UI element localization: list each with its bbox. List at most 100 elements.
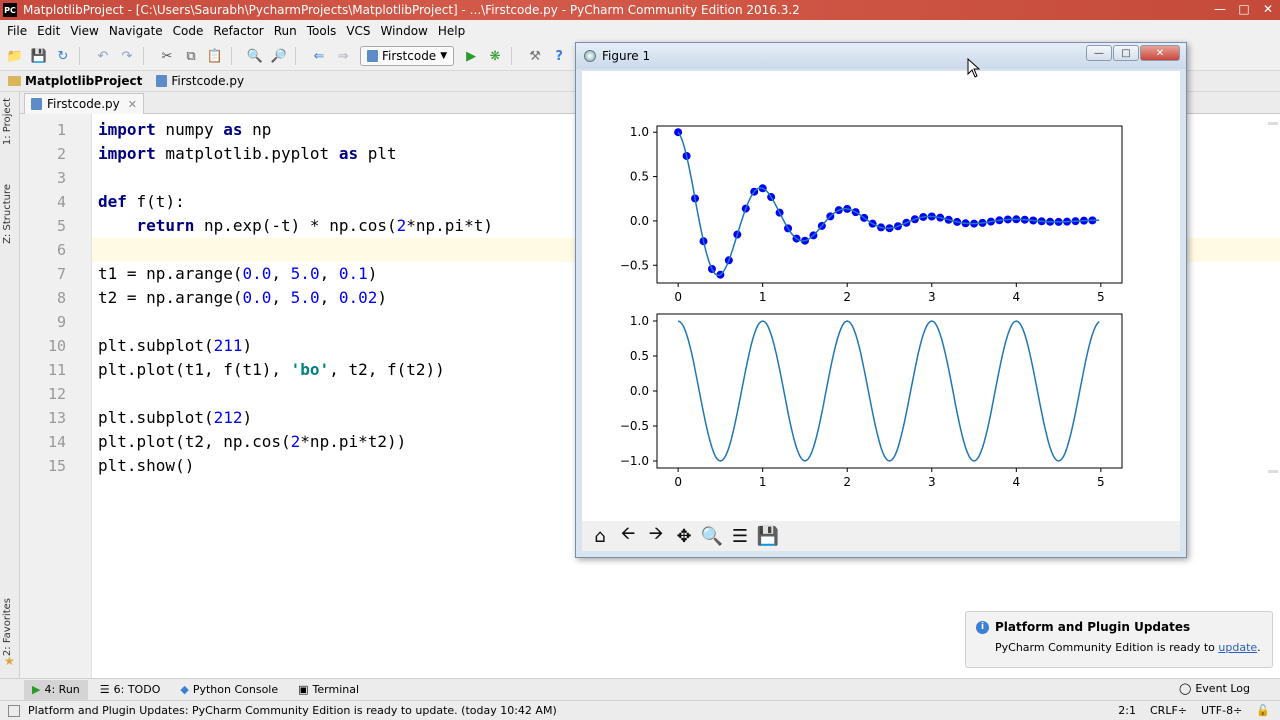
maximize-button[interactable]: □ (1238, 2, 1250, 16)
redo-icon[interactable]: ↷ (121, 48, 133, 64)
menu-run[interactable]: Run (273, 24, 297, 38)
menu-refactor[interactable]: Refactor (213, 24, 264, 38)
code-line[interactable]: import matplotlib.pyplot as plt (98, 144, 397, 163)
line-number: 14 (47, 433, 66, 451)
code-line[interactable]: t1 = np.arange(0.0, 5.0, 0.1) (98, 264, 378, 283)
tab-project[interactable]: 1: Project (2, 98, 13, 146)
x-tick-label: 4 (1012, 475, 1020, 489)
tab-event-log-label: Event Log (1195, 682, 1250, 695)
x-tick-label: 5 (1097, 475, 1105, 489)
menu-tools[interactable]: Tools (306, 24, 337, 38)
back-icon[interactable]: ⇐ (313, 48, 325, 64)
run-config-select[interactable]: Firstcode ▼ (360, 46, 455, 66)
editor-tab-firstcode[interactable]: Firstcode.py ✕ (24, 93, 144, 114)
x-tick-label: 4 (1012, 290, 1020, 304)
python-icon: ◆ (180, 683, 189, 696)
line-number: 6 (56, 241, 66, 259)
y-tick-label: −0.5 (620, 258, 649, 272)
settings-wrench-icon[interactable]: ⚒ (529, 48, 541, 64)
update-notification[interactable]: i Platform and Plugin Updates PyCharm Co… (965, 611, 1273, 668)
zoom-icon[interactable]: 🔍 (700, 525, 724, 547)
menu-window[interactable]: Window (380, 24, 428, 38)
y-tick-label: 0.0 (630, 384, 649, 398)
help-icon[interactable]: ? (555, 48, 563, 64)
forward-icon[interactable]: ⇒ (337, 48, 349, 64)
menu-code[interactable]: Code (172, 24, 204, 38)
code-line[interactable]: plt.plot(t1, f(t1), 'bo', t2, f(t2)) (98, 360, 445, 379)
file-encoding[interactable]: UTF-8÷ (1201, 704, 1243, 717)
tab-structure[interactable]: Z: Structure (2, 184, 13, 244)
breadcrumb-project[interactable]: MatplotlibProject (8, 74, 142, 88)
figure-minimize-button[interactable]: — (1086, 45, 1112, 61)
x-tick-label: 1 (759, 475, 767, 489)
breadcrumb-file[interactable]: Firstcode.py (156, 74, 244, 88)
copy-icon[interactable]: ⧉ (186, 48, 196, 64)
figure-maximize-button[interactable]: □ (1113, 45, 1139, 61)
line-separator[interactable]: CRLF÷ (1150, 704, 1187, 717)
y-tick-label: 0.5 (630, 170, 649, 184)
line-number: 5 (56, 217, 66, 235)
tab-todo[interactable]: ☰ 6: TODO (92, 680, 169, 700)
lock-icon[interactable]: 🔓 (1256, 704, 1270, 717)
axes-frame (656, 125, 1123, 284)
menu-edit[interactable]: Edit (37, 24, 61, 38)
notification-title: Platform and Plugin Updates (995, 620, 1191, 634)
window-title-bar: PC MatplotlibProject - [C:\Users\Saurabh… (0, 0, 1280, 20)
debug-icon[interactable]: ❋ (489, 48, 501, 64)
sync-icon[interactable]: ↻ (57, 48, 69, 64)
code-line[interactable]: plt.plot(t2, np.cos(2*np.pi*t2)) (98, 432, 407, 451)
forward-arrow-icon[interactable]: 🡪 (648, 523, 664, 544)
tab-event-log[interactable]: ◯ Event Log (1179, 682, 1250, 695)
tab-favorites[interactable]: 2: Favorites (2, 598, 13, 657)
tab-run[interactable]: ▶ 4: Run (24, 679, 88, 700)
line-number: 7 (56, 265, 66, 283)
code-line[interactable]: plt.show() (98, 456, 195, 475)
y-tick-label: 1.0 (630, 314, 649, 328)
y-tick-label: −0.5 (620, 419, 649, 433)
paste-icon[interactable]: 📋 (206, 48, 224, 64)
minimize-button[interactable]: — (1214, 2, 1226, 16)
status-message[interactable]: Platform and Plugin Updates: PyCharm Com… (28, 704, 557, 717)
event-log-icon: ◯ (1179, 682, 1192, 695)
code-line[interactable]: def f(t): (98, 192, 185, 211)
code-line[interactable]: plt.subplot(211) (98, 336, 253, 355)
pan-icon[interactable]: ✥ (676, 525, 692, 547)
open-folder-icon[interactable]: 📁 (6, 48, 24, 64)
menu-help[interactable]: Help (437, 24, 466, 38)
home-icon[interactable]: ⌂ (594, 525, 606, 547)
save-all-icon[interactable]: 💾 (30, 48, 48, 64)
menu-file[interactable]: File (7, 24, 28, 38)
back-arrow-icon[interactable]: 🡨 (620, 523, 636, 544)
tab-terminal-label: Terminal (312, 683, 360, 696)
update-link[interactable]: update (1218, 641, 1258, 654)
code-line[interactable]: t2 = np.arange(0.0, 5.0, 0.02) (98, 288, 388, 307)
menu-vcs[interactable]: VCS (346, 24, 371, 38)
figure-close-button[interactable]: ✕ (1140, 45, 1180, 61)
find-icon[interactable]: 🔍 (246, 48, 264, 64)
figure-window: Figure 1 — □ ✕ 0 1 2 3 4 5 1.0 0.5 0.0 −0.5 0 1 2 3 4 5… (575, 42, 1187, 558)
code-line[interactable]: return np.exp(-t) * np.cos(2*np.pi*t) (136, 216, 493, 235)
run-icon[interactable]: ▶ (466, 48, 477, 64)
tab-python-console[interactable]: ◆ Python Console (172, 680, 286, 700)
code-line[interactable]: import numpy as np (98, 120, 272, 139)
code-line[interactable]: plt.subplot(212) (98, 408, 253, 427)
cut-icon[interactable]: ✂ (161, 48, 173, 64)
undo-icon[interactable]: ↶ (97, 48, 109, 64)
toggle-tool-windows-icon[interactable] (8, 704, 20, 717)
figure-canvas[interactable]: 0 1 2 3 4 5 1.0 0.5 0.0 −0.5 0 1 2 3 4 5 1.0 0.5 0.0 −0.5 −1… (582, 71, 1180, 521)
y-tick-label: −1.0 (620, 454, 649, 468)
replace-icon[interactable]: 🔎 (270, 48, 288, 64)
star-icon: ★ (4, 654, 15, 668)
todo-icon: ☰ (99, 683, 110, 696)
subplots-config-icon[interactable]: ☰ (731, 525, 749, 547)
menu-navigate[interactable]: Navigate (108, 24, 163, 38)
save-figure-icon[interactable]: 💾 (756, 525, 780, 547)
close-button[interactable]: ✕ (1262, 2, 1274, 16)
close-tab-icon[interactable]: ✕ (127, 97, 137, 111)
menu-view[interactable]: View (70, 24, 99, 38)
mouse-cursor-icon (967, 58, 981, 78)
tab-terminal[interactable]: ▣ Terminal (290, 680, 367, 700)
caret-position[interactable]: 2:1 (1118, 704, 1136, 717)
figure-title-bar[interactable]: Figure 1 — □ ✕ (576, 43, 1186, 69)
run-config-label: Firstcode (382, 49, 437, 63)
